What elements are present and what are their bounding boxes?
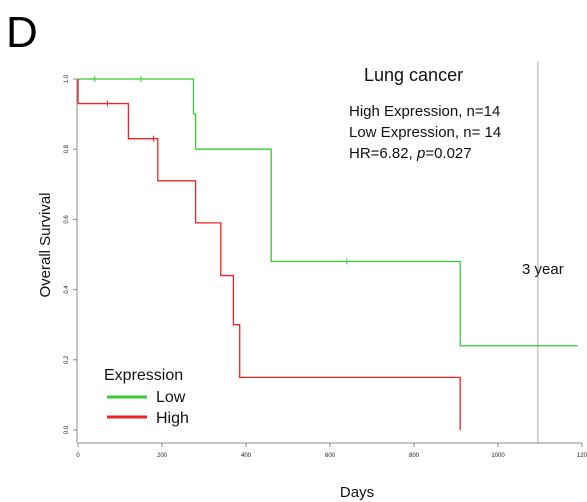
y-ticks: 0.0 0.2 0.4 0.6 0.8 1.0: [64, 74, 77, 434]
x-tick-label: 200: [157, 453, 168, 459]
y-tick-label: 0.6: [64, 215, 70, 224]
legend-label-high: High: [156, 410, 189, 427]
annotation-high-n: High Expression, n=14: [349, 103, 500, 120]
x-ticks: 0 200 400 600 800 1000 120: [76, 443, 587, 459]
legend: Expression Low High: [104, 367, 189, 427]
y-tick-label: 0.2: [64, 355, 70, 364]
legend-title: Expression: [104, 367, 183, 384]
x-tick-label: 120: [577, 453, 587, 459]
panel-label: D: [6, 8, 38, 57]
series-line-high: [77, 79, 461, 430]
p-label: p: [416, 145, 425, 162]
x-axis-title: Days: [340, 484, 374, 501]
y-axis-title: Overall Survival: [37, 192, 54, 297]
series-line-low: [78, 78, 578, 347]
three-year-label: 3 year: [522, 261, 564, 278]
y-tick-label: 0.8: [64, 144, 70, 153]
legend-label-low: Low: [156, 389, 186, 406]
y-tick-label: 1.0: [64, 74, 70, 83]
p-value: =0.027: [425, 145, 471, 162]
x-tick-label: 0: [76, 453, 80, 459]
series-lines: [77, 76, 578, 430]
x-tick-label: 600: [325, 453, 336, 459]
x-tick-label: 800: [409, 453, 420, 459]
chart-title: Lung cancer: [364, 65, 463, 85]
x-tick-label: 400: [241, 453, 252, 459]
y-tick-label: 0.0: [64, 425, 70, 434]
annotation-low-n: Low Expression, n= 14: [349, 124, 501, 141]
hr-text: HR=6.82,: [349, 145, 417, 162]
x-tick-label: 1000: [491, 453, 505, 459]
y-tick-label: 0.4: [64, 285, 70, 294]
annotation-hr-p: HR=6.82, p=0.027: [349, 145, 472, 162]
